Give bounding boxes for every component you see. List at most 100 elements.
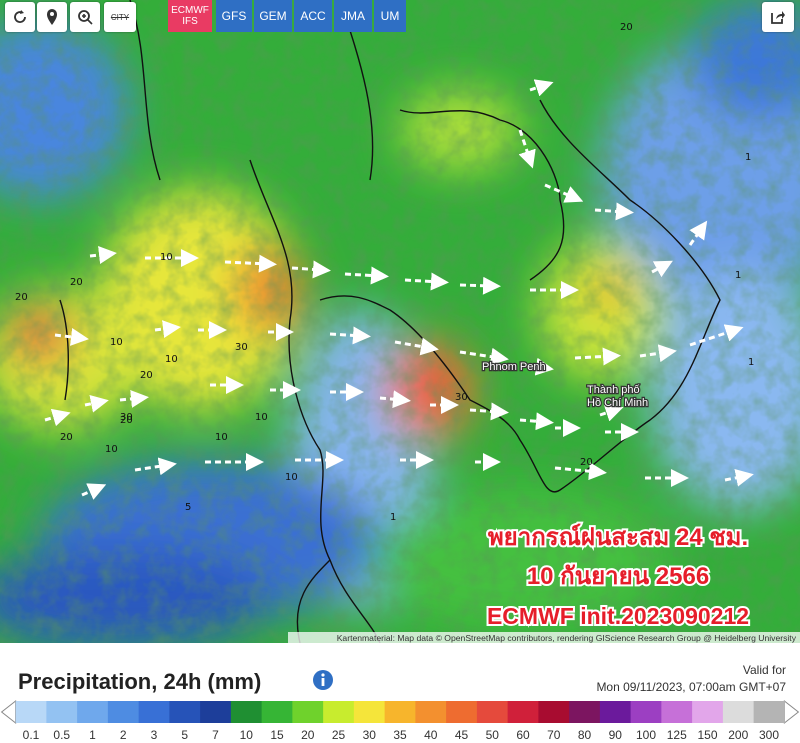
contour-label: 10 [105, 444, 118, 455]
wind-arrow [329, 326, 371, 345]
model-button[interactable]: ACC [294, 0, 332, 32]
wind-arrow [529, 79, 554, 97]
scale-swatch [722, 701, 755, 723]
wind-arrow [379, 390, 411, 409]
valid-label: Valid for [742, 663, 786, 677]
scale-label: 50 [486, 728, 500, 742]
scale-label: 15 [270, 728, 284, 742]
wind-arrow [154, 320, 181, 338]
overlay-text: ECMWF init.2023090212 [487, 603, 749, 629]
scale-label: 80 [578, 728, 592, 742]
model-button[interactable]: GFS [216, 0, 252, 32]
refresh-icon [14, 10, 26, 23]
model-button[interactable]: ECMWF IFS [168, 0, 212, 32]
location-button[interactable] [37, 2, 67, 32]
contour-label: 5 [185, 502, 191, 513]
wind-arrow [459, 276, 501, 295]
scale-label: 200 [728, 728, 748, 742]
wind-arrow [291, 260, 331, 279]
scale-swatch [446, 701, 478, 723]
contour-label: 20 [70, 277, 83, 288]
scale-label: 3 [151, 728, 158, 742]
wind-arrow [594, 202, 634, 221]
scale-swatch [169, 701, 201, 723]
scale-swatch [753, 701, 785, 723]
contour-label: 20 [120, 415, 133, 426]
scale-label: 2 [120, 728, 127, 742]
contour-label: 30 [120, 412, 133, 423]
scale-swatch [353, 701, 386, 723]
scale-label: 40 [424, 728, 438, 742]
scale-label: 150 [697, 728, 717, 742]
contour-label: 20 [580, 457, 593, 468]
model-button[interactable]: GEM [254, 0, 292, 32]
contour-label: 1 [745, 152, 751, 163]
place-line: Thành phố [587, 384, 640, 396]
attribution: Kartenmaterial: Map data © OpenStreetMap… [337, 633, 797, 643]
place-label: Thành phố Hồ Chí Minh [587, 384, 648, 409]
wind-arrow [519, 412, 554, 431]
model-button[interactable]: JMA [334, 0, 372, 32]
city-button[interactable]: CITY [104, 2, 136, 32]
scale-swatch [230, 701, 263, 723]
scale-label: 20 [301, 728, 315, 742]
scale-label: 0.5 [53, 728, 70, 742]
contour-label: 10 [110, 337, 123, 348]
wind-arrows [44, 79, 754, 500]
wind-arrow [469, 402, 509, 421]
scale-label: 90 [609, 728, 623, 742]
scale-label: 125 [667, 728, 687, 742]
wind-arrow [344, 266, 389, 285]
overlay-text: พยากรณ์ฝนสะสม 24 ชม. [488, 523, 748, 551]
contour-label: 10 [255, 412, 268, 423]
contour-label: 20 [620, 22, 633, 33]
contour-label: 1 [390, 512, 396, 523]
scale-swatch [415, 701, 447, 723]
wind-arrow [688, 220, 708, 246]
scale-label: 25 [332, 728, 346, 742]
scale-swatch [538, 701, 570, 723]
scale-arrow-left [0, 699, 17, 725]
map: 20 20 10 20 10 30 20 10 30 20 10 1 1 1 10 20 30 10 5 20 1 10 P… [0, 0, 800, 643]
contour-label: 20 [60, 432, 73, 443]
texture [0, 0, 800, 643]
legend-panel: Precipitation, 24h (mm) Valid for Mon 09… [0, 643, 800, 743]
wind-arrow [724, 468, 754, 487]
scale-label: 1 [89, 728, 96, 742]
info-button[interactable] [312, 669, 334, 691]
wind-arrow [224, 254, 277, 273]
place-line: Hồ Chí Minh [587, 397, 648, 409]
wind-arrow [134, 457, 177, 476]
wind-arrow [394, 337, 439, 356]
wind-arrow [639, 344, 677, 363]
share-icon [771, 11, 785, 24]
scale-swatch [77, 701, 109, 723]
wind-arrow [89, 246, 117, 264]
contour-label: 10 [165, 354, 178, 365]
share-button[interactable] [762, 2, 794, 32]
valid-time: Mon 09/11/2023, 07:00am GMT+07 [596, 680, 786, 694]
zoom-button[interactable] [70, 2, 100, 32]
refresh-button[interactable] [5, 2, 35, 32]
wind-arrow [459, 347, 509, 366]
model-button[interactable]: UM [374, 0, 406, 32]
scale-label: 5 [181, 728, 188, 742]
scale-label: 30 [363, 728, 377, 742]
wind-arrow [599, 404, 624, 422]
scale-swatch [15, 701, 47, 723]
attribution-bg [288, 632, 800, 643]
legend-title: Precipitation, 24h (mm) [18, 669, 262, 694]
scale-swatch [569, 701, 601, 723]
scale-swatch [107, 701, 140, 723]
wind-arrow [689, 324, 744, 347]
wind-arrow [81, 483, 107, 500]
scale-swatch [630, 701, 662, 723]
place-label: Phnom Penh [482, 361, 546, 373]
scale-arrow-right [783, 699, 800, 725]
scale-swatch [292, 701, 324, 723]
scale-label: 0.1 [23, 728, 40, 742]
location-icon [47, 9, 57, 25]
scale-swatch [384, 701, 416, 723]
color-scale: 0.1 0.5 1 2 3 5 7 10 15 20 25 30 35 40 45 50 60 70 80 90 100… [0, 699, 800, 742]
